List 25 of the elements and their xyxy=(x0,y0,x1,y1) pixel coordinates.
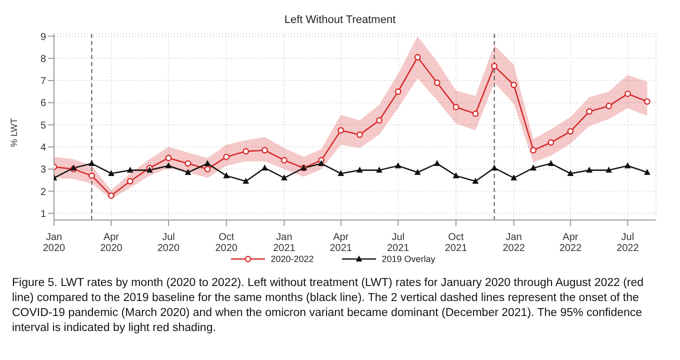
x-tick-label: Jan 2022 xyxy=(502,232,526,254)
x-tick-label: Oct 2021 xyxy=(444,232,468,254)
y-tick-label: 1 xyxy=(40,208,46,220)
x-tick-label: Jul 2020 xyxy=(157,232,180,254)
x-tick-label: Apr 2021 xyxy=(330,232,352,254)
x-tick-label: Jul 2021 xyxy=(386,232,410,254)
x-tick-label: Jul 2022 xyxy=(616,232,640,254)
x-tick-label: Apr 2020 xyxy=(100,232,123,254)
chart-title: Left Without Treatment xyxy=(283,13,397,28)
y-tick-label: 7 xyxy=(40,76,46,88)
x-tick-label: Jan 2020 xyxy=(42,232,66,254)
y-tick-label: 8 xyxy=(40,54,46,65)
legend-label: 2019 Overlay xyxy=(380,254,436,264)
y-tick-label: 6 xyxy=(40,98,46,110)
y-tick-label: 5 xyxy=(40,120,46,132)
x-tick-label: Jan 2021 xyxy=(273,232,296,254)
x-tick-label: Apr 2022 xyxy=(559,232,582,254)
y-tick-label: 4 xyxy=(40,142,46,154)
x-tick-label: Oct 2020 xyxy=(215,232,238,254)
y-tick-label: 3 xyxy=(40,164,46,176)
y-tick-label: 9 xyxy=(40,32,46,43)
legend-label: 2020-2022 xyxy=(270,254,314,264)
y-tick-label: 2 xyxy=(40,186,46,198)
y-axis-title: % LWT xyxy=(9,118,20,147)
caption: Figure 5. LWT rates by month (2020 to 2022). Left without treatment (LWT) rates for January 2020 through August 2022 (red line) compared to the 2019 baseline for the same months (black line). The 2 vertical dashed lines represent the onset of the COVID-19 pandemic (March 2020) and when the omicron variant became dominant (December 2021). The 95% confidence interval is indicated by light red shading. xyxy=(12,276,645,336)
